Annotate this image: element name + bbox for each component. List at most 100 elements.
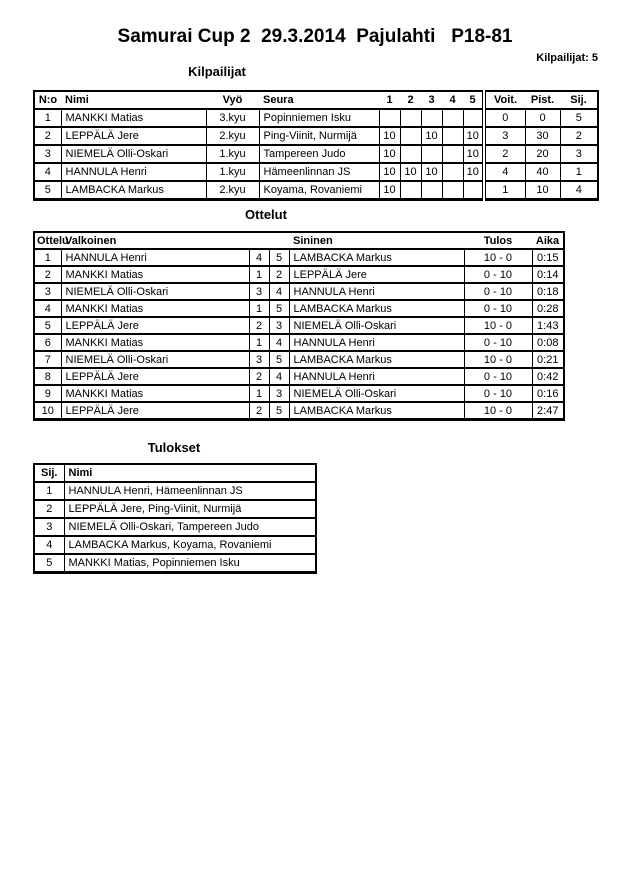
table-cell: 0:15 (531, 248, 564, 266)
table-cell: 2 (268, 265, 289, 283)
table-cell: 4 (268, 333, 289, 351)
table-cell: 10 (420, 162, 442, 181)
table-cell: Tampereen Judo (258, 144, 379, 163)
table-cell: 5 (268, 299, 289, 317)
ottelut-heading: Ottelut (245, 207, 287, 222)
table-cell: MANKKI Matias (60, 333, 249, 351)
table-cell: 10 (420, 126, 442, 145)
table-row: 5 LEPPÄLÄ Jere 2 3 NIEMELÄ Olli-Oskari 10 - 0… (33, 316, 564, 334)
table-cell (378, 108, 400, 127)
table-cell: MANKKI Matias (60, 384, 249, 402)
table-row: 4 HANNULA Henri 1.kyu Hämeenlinnan JS 10 10 10… (33, 162, 598, 181)
table-cell: 10 (462, 162, 484, 181)
table-cell: 2 (33, 126, 61, 145)
table-row: 8 LEPPÄLÄ Jere 2 4 HANNULA Henri 0 - 10 0:42 (33, 367, 564, 385)
table-row: 9 MANKKI Matias 1 3 NIEMELÄ Olli-Oskari 0 - 1… (33, 384, 564, 402)
table-cell: 0:18 (531, 282, 564, 300)
table-cell: 8 (33, 367, 61, 385)
column-header: Nimi (65, 94, 89, 106)
table-cell (420, 144, 442, 163)
tulokset-heading: Tulokset (147, 440, 201, 455)
table-cell: 2 (559, 126, 598, 145)
table-cell: LAMBACKA Markus, Koyama, Rovaniemi (63, 535, 316, 554)
table-cell: MANKKI Matias (60, 299, 249, 317)
table-cell: 10 (378, 126, 400, 145)
table-cell: LEPPÄLÄ Jere (60, 367, 249, 385)
table-cell: 1 (248, 265, 269, 283)
table-cell: HANNULA Henri, Hämeenlinnan JS (63, 481, 316, 500)
column-header: 1 (386, 94, 393, 106)
table-cell: 0 (482, 108, 525, 127)
table-row: 2 LEPPÄLÄ Jere 2.kyu Ping-Viinit, Nurmijä 10… (33, 126, 598, 145)
table-cell: 4 (482, 162, 525, 181)
column-header: 2 (407, 94, 414, 106)
table-cell: 3 (33, 517, 64, 536)
column-header: Sij. (570, 94, 587, 106)
table-cell: 2 (482, 144, 525, 163)
table-cell: 5 (33, 180, 61, 200)
table-cell: 6 (33, 333, 61, 351)
table-cell: 0:42 (531, 367, 564, 385)
table-cell: 4 (268, 367, 289, 385)
table-cell (420, 180, 442, 200)
table-cell: 3 (33, 282, 61, 300)
table-cell: 10 (378, 144, 400, 163)
table-cell: 7 (33, 350, 61, 368)
kilpailijat-table: N:o Nimi Vyö Seura 1 2 3 4 5 Voit. Pist. Sij. 1 MANKK… (33, 90, 599, 201)
table-cell: Koyama, Rovaniemi (258, 180, 379, 200)
table-row: 1 HANNULA Henri 4 5 LAMBACKA Markus 10 - 0 0:1… (33, 248, 564, 266)
table-cell: 1 (482, 180, 525, 200)
table-cell: 1 (33, 481, 64, 500)
table-cell: 10 (462, 126, 484, 145)
table-row: 5 MANKKI Matias, Popinniemen Isku (33, 553, 316, 573)
table-row: 4 MANKKI Matias 1 5 LAMBACKA Markus 0 - 10 0:2… (33, 299, 564, 317)
table-cell (399, 144, 421, 163)
table-cell: LEPPÄLÄ Jere (288, 265, 464, 283)
table-cell (441, 162, 463, 181)
column-header: Vyö (222, 94, 243, 106)
table-cell: LAMBACKA Markus (60, 180, 206, 200)
table-cell: 4 (248, 248, 269, 266)
table-cell: 1.kyu (205, 162, 259, 181)
table-cell: MANKKI Matias, Popinniemen Isku (63, 553, 316, 573)
table-cell: 2 (248, 401, 269, 420)
table-cell: 0 - 10 (463, 384, 532, 402)
table-cell: 3 (248, 350, 269, 368)
column-header: Ottelu (37, 234, 69, 247)
table-cell: 4 (559, 180, 598, 200)
column-header: Nimi (63, 464, 316, 482)
table-cell: 10 (378, 180, 400, 200)
table-cell: 9 (33, 384, 61, 402)
table-cell: NIEMELÄ Olli-Oskari, Tampereen Judo (63, 517, 316, 536)
table-cell: 2.kyu (205, 180, 259, 200)
table-cell: HANNULA Henri (60, 162, 206, 181)
table-cell: MANKKI Matias (60, 265, 249, 283)
table-row: 6 MANKKI Matias 1 4 HANNULA Henri 0 - 10 0:08 (33, 333, 564, 351)
table-cell: 10 (33, 401, 61, 420)
table-cell: HANNULA Henri (288, 333, 464, 351)
table-cell: 2 (33, 265, 61, 283)
table-cell: 10 (399, 162, 421, 181)
table-cell: LEPPÄLÄ Jere (60, 401, 249, 420)
table-cell: HANNULA Henri (288, 282, 464, 300)
column-header: 4 (449, 94, 456, 106)
table-cell: 1 (559, 162, 598, 181)
table-row: 3 NIEMELÄ Olli-Oskari 3 4 HANNULA Henri 0 - 1… (33, 282, 564, 300)
column-header (269, 232, 289, 249)
table-cell: 5 (268, 248, 289, 266)
table-cell: 2:47 (531, 401, 564, 420)
table-cell: 1 (33, 108, 61, 127)
table-row: 3 NIEMELÄ Olli-Oskari, Tampereen Judo (33, 517, 316, 536)
table-cell (462, 108, 484, 127)
table-cell: Popinniemen Isku (258, 108, 379, 127)
table-cell: 1 (248, 333, 269, 351)
page-title: Samurai Cup 2 29.3.2014 Pajulahti P18-81 (117, 26, 513, 47)
kilpailijat-heading: Kilpailijat (188, 64, 246, 79)
table-cell: 4 (268, 282, 289, 300)
column-header (249, 232, 269, 249)
table-cell: 4 (33, 535, 64, 554)
column-header: Seura (263, 94, 294, 106)
table-cell (462, 180, 484, 200)
column-header: 3 (428, 94, 435, 106)
